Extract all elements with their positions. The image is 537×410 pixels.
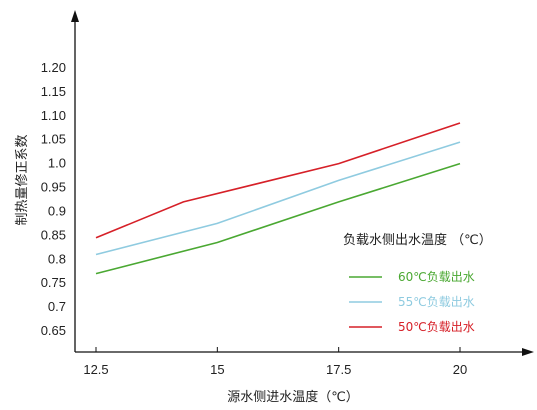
legend-label: 60℃负载出水 — [398, 270, 475, 284]
y-tick-label: 1.10 — [41, 108, 66, 123]
y-axis-title: 制热量修正系数 — [15, 134, 30, 225]
series-lines — [95, 122, 461, 275]
x-tick-label: 20 — [453, 362, 467, 377]
y-tick-label: 1.05 — [41, 132, 66, 147]
legend-title: 负载水侧出水温度 （℃） — [343, 232, 492, 248]
x-tick-label: 12.5 — [83, 362, 108, 377]
y-tick-label: 1.0 — [48, 156, 66, 171]
series-line-0 — [95, 162, 461, 275]
y-tick-label: 0.9 — [48, 203, 66, 218]
x-axis-title: 源水侧进水温度（℃） — [227, 389, 359, 405]
y-tick-label: 0.65 — [41, 323, 66, 338]
y-tick-label: 0.85 — [41, 227, 66, 242]
legend-entries: 60℃负载出水 55℃负载出水 50℃负载出水 — [349, 270, 475, 334]
axes — [71, 10, 534, 356]
x-ticks: 12.5 15 17.5 20 — [83, 347, 467, 377]
x-tick-label: 17.5 — [326, 362, 351, 377]
x-tick-label: 15 — [210, 362, 224, 377]
y-tick-label: 0.75 — [41, 275, 66, 290]
y-axis-arrow — [71, 10, 79, 22]
x-axis-arrow — [522, 348, 534, 356]
legend-label: 50℃负载出水 — [398, 320, 475, 334]
y-tick-label: 0.7 — [48, 299, 66, 314]
y-tick-label: 1.15 — [41, 84, 66, 99]
y-tick-label: 0.95 — [41, 180, 66, 195]
legend: 负载水侧出水温度 （℃） 60℃负载出水 55℃负载出水 50℃负载出水 — [343, 232, 492, 334]
y-ticks: 0.65 0.7 0.75 0.8 0.85 0.9 0.95 1.0 1.05 1.10 1.15… — [41, 60, 66, 338]
series-line-2 — [95, 122, 461, 239]
y-tick-label: 0.8 — [48, 251, 66, 266]
y-tick-label: 1.20 — [41, 60, 66, 75]
series-line-1 — [95, 141, 461, 256]
legend-label: 55℃负载出水 — [398, 295, 475, 309]
